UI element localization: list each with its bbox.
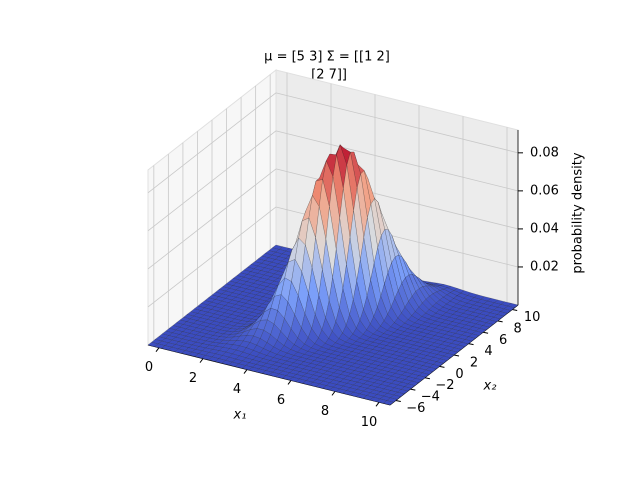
- y-tick: [482, 331, 489, 334]
- x-tick: [375, 401, 380, 407]
- x-tick: [155, 347, 160, 353]
- chart-title: [2 7]]: [307, 68, 347, 83]
- surface-patch: [383, 400, 394, 406]
- x-tick: [199, 358, 204, 363]
- x-tick-label: 6: [277, 393, 285, 408]
- y-tick: [424, 377, 431, 380]
- y-tick-label: −6: [406, 401, 425, 416]
- x-tick-label: 2: [189, 371, 197, 386]
- z-tick-label: 0.06: [530, 183, 559, 198]
- z-tick-label: 0.02: [530, 259, 559, 274]
- y-tick: [439, 365, 445, 368]
- grid-line: [275, 168, 519, 230]
- z-tick-label: 0.04: [530, 221, 559, 236]
- grid-line: [147, 206, 277, 308]
- y-tick-label: 6: [499, 333, 507, 348]
- y-tick: [497, 320, 503, 323]
- x-tick-label: 0: [145, 360, 153, 375]
- x-tick: [243, 369, 248, 374]
- y-tick: [410, 388, 416, 391]
- y-tick: [512, 309, 518, 312]
- grid-line: [147, 92, 277, 194]
- y-tick: [453, 354, 460, 357]
- y-tick-label: −2: [435, 378, 454, 393]
- y-axis-label: x₂: [483, 379, 497, 394]
- grid-line: [147, 168, 277, 270]
- x-axis-label: x₁: [233, 408, 247, 423]
- y-tick-label: 0: [455, 367, 463, 382]
- x-tick: [287, 380, 292, 385]
- x-tick-label: 4: [233, 382, 241, 397]
- grid-line: [275, 130, 519, 192]
- y-tick: [395, 399, 401, 402]
- chart-title: μ = [5 3] Σ = [[1 2]: [264, 50, 390, 65]
- y-tick-label: 2: [470, 356, 478, 371]
- y-tick-label: −4: [421, 390, 440, 405]
- y-tick: [468, 343, 474, 346]
- x-tick-label: 8: [321, 404, 329, 419]
- y-tick-label: 4: [484, 344, 492, 359]
- y-tick-label: 10: [524, 310, 541, 325]
- z-tick-label: 0.08: [530, 145, 559, 160]
- y-tick-label: 8: [513, 321, 521, 336]
- grid-line: [147, 130, 277, 232]
- grid-line: [275, 92, 519, 154]
- x-tick-label: 10: [361, 415, 378, 430]
- z-axis-label: probability density: [571, 152, 586, 273]
- x-tick: [331, 391, 336, 396]
